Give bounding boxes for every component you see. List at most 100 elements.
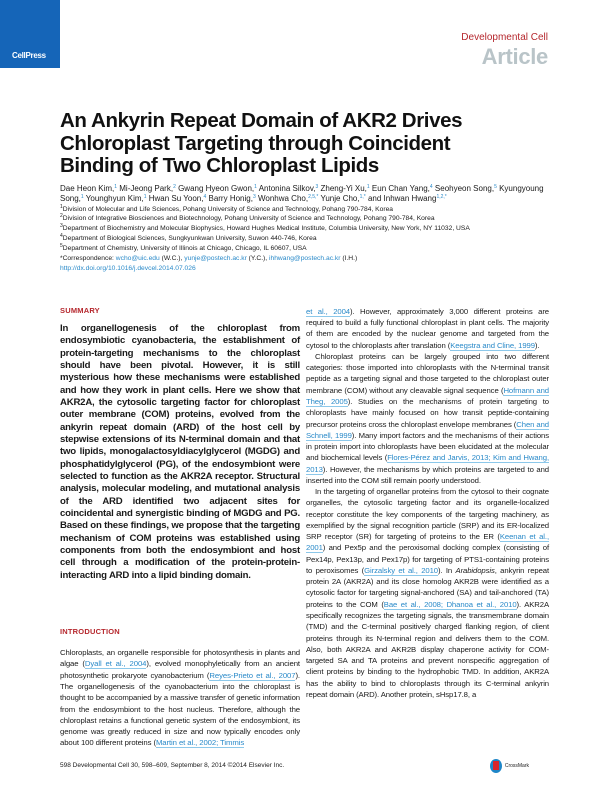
body-columns: SUMMARY In organellogenesis of the chlor…	[60, 306, 549, 749]
author-affiliation-mark[interactable]: 1	[80, 193, 84, 200]
left-column: SUMMARY In organellogenesis of the chlor…	[60, 306, 300, 749]
body-text: ) and Pex5p and the peroxisomal docking …	[306, 543, 549, 575]
body-text: Chloroplast proteins can be largely grou…	[306, 351, 549, 395]
author-affiliation-mark[interactable]: 3	[315, 183, 319, 190]
email-link[interactable]: wcho@uic.edu	[115, 255, 160, 263]
affiliation: 5Department of Chemistry, University of …	[60, 244, 549, 254]
body-text: In the targeting of organellar proteins …	[306, 487, 549, 542]
author-affiliation-mark[interactable]: 1	[366, 183, 370, 190]
introduction-column-left: Chloroplasts, an organelle responsible f…	[60, 647, 300, 749]
email-initials: (W.C.),	[159, 255, 185, 263]
affiliation-text: Department of Biochemistry and Molecular…	[62, 225, 470, 233]
paragraph: et al., 2004). However, approximately 3,…	[306, 306, 549, 351]
body-text: ), evolved monophyletically from an anci…	[60, 659, 300, 680]
author-name: Gwang Hyeon Gwon,	[178, 183, 255, 193]
journal-name: Developmental Cell	[461, 32, 548, 43]
author-list: Dae Heon Kim,1 Mi-Jeong Park,2 Gwang Hye…	[60, 184, 549, 204]
affiliation: 4Department of Biological Sciences, Sung…	[60, 234, 549, 244]
body-text: ). AKR2A specifically recognizes the tar…	[306, 599, 550, 699]
page-footer-citation: 598 Developmental Cell 30, 598–609, Sept…	[60, 762, 285, 770]
author-affiliation-mark[interactable]: 3	[252, 193, 256, 200]
author-name: Eun Chan Yang,	[371, 183, 430, 193]
paper-title: An Ankyrin Repeat Domain of AKR2 Drives …	[60, 109, 463, 177]
introduction-heading: INTRODUCTION	[60, 627, 120, 637]
author-affiliation-mark[interactable]: 4	[429, 183, 433, 190]
author-affiliation-mark[interactable]: 1	[143, 193, 147, 200]
author-affiliation-mark[interactable]: 1	[254, 183, 257, 190]
citation-link[interactable]: Girzalsky et al., 2010	[364, 565, 438, 576]
affiliation-number: 2	[60, 213, 63, 220]
paragraph: In the targeting of organellar proteins …	[306, 486, 549, 700]
paragraph: Chloroplast proteins can be largely grou…	[306, 351, 549, 486]
page-footer: 598 Developmental Cell 30, 598–609, Sept…	[60, 758, 549, 793]
affiliation-number: 5	[60, 243, 63, 250]
crossmark-badge[interactable]: CrossMark	[489, 758, 529, 773]
doi-link[interactable]: http://dx.doi.org/10.1016/j.devcel.2014.…	[60, 264, 196, 272]
affiliation: 3Department of Biochemistry and Molecula…	[60, 224, 549, 234]
body-text: , ankyrin repeat protein 2A (AKR2A) and …	[306, 565, 550, 609]
citation-link[interactable]: Chen and Schnell, 1999	[306, 419, 549, 441]
cellpress-logo: CellPress	[0, 0, 60, 68]
body-text: ). The organellogenesis of the cyanobact…	[60, 670, 300, 748]
body-text: ). Studies on the mechanisms of protein …	[306, 396, 549, 429]
affiliations: 1Division of Molecular and Life Sciences…	[60, 203, 549, 274]
citation-link[interactable]: Martin et al., 2002; Timmis	[155, 738, 245, 749]
author-affiliation-mark[interactable]: 4	[203, 193, 207, 200]
email-link[interactable]: ihhwang@postech.ac.kr	[269, 255, 341, 263]
body-text: Chloroplasts, an organelle responsible f…	[60, 648, 300, 669]
citation-link[interactable]: Flores-Pérez and Jarvis, 2013; Kim and H…	[306, 453, 549, 475]
paragraph: Chloroplasts, an organelle responsible f…	[60, 647, 300, 749]
affiliation-number: 4	[60, 233, 63, 240]
author-name: Dae Heon Kim,	[60, 183, 115, 193]
author-name: Hwan Su Yoon,	[148, 193, 204, 203]
email-initials: (Y.C.),	[246, 255, 269, 263]
author-affiliation-mark[interactable]: 2,5,*	[308, 193, 319, 200]
author-affiliation-mark[interactable]: 5	[494, 183, 497, 190]
body-text: ). However, approximately 3,000 differen…	[306, 306, 550, 350]
affiliation: 1Division of Molecular and Life Sciences…	[60, 203, 549, 215]
author-name: Barry Honig,	[208, 193, 253, 203]
article-type: Article	[481, 44, 549, 69]
affiliation-text: Department of Chemistry, University of I…	[62, 245, 307, 253]
citation-link[interactable]: Dyall et al., 2004	[84, 659, 147, 670]
author-affiliation-mark[interactable]: 1	[114, 183, 118, 190]
affiliation-number: 1	[60, 203, 63, 210]
correspondence-label: *Correspondence:	[60, 255, 116, 263]
author-name: Mi-Jeong Park,	[119, 183, 174, 193]
author-name: Yunje Cho,	[320, 193, 360, 203]
body-text: ). Many import factors and the mechanism…	[306, 430, 549, 463]
author-name: Kyungyoung Song,	[60, 183, 544, 203]
affiliation-number: 3	[60, 223, 63, 230]
affiliation-text: Division of Molecular and Life Sciences,…	[62, 205, 394, 213]
citation-link[interactable]: Keenan et al., 2001	[306, 532, 549, 554]
author-name: Antonina Silkov,	[258, 183, 316, 193]
summary-heading: SUMMARY	[60, 305, 100, 315]
author-affiliation-mark[interactable]: 2	[173, 183, 176, 190]
author-name: Younghyun Kim,	[85, 193, 144, 203]
citation-link[interactable]: Reyes-Prieto et al., 2007	[209, 670, 296, 681]
affiliation-text: Department of Biological Sciences, Sungk…	[62, 235, 317, 243]
citation-link[interactable]: et al., 2004	[306, 306, 350, 317]
italic-term: Arabidopsis	[455, 565, 495, 575]
author-affiliation-mark[interactable]: 1,2,*	[436, 193, 447, 200]
body-text: ).	[534, 340, 540, 350]
author-name: Zheng-Yi Xu,	[320, 183, 367, 193]
citation-link[interactable]: Keegstra and Cline, 1999	[450, 340, 535, 351]
author-affiliation-mark[interactable]: 1,*	[359, 193, 366, 200]
email-initials: (I.H.)	[340, 255, 358, 263]
correspondence: *Correspondence: wcho@uic.edu (W.C.), yu…	[60, 254, 549, 264]
summary-text: In organellogenesis of the chloroplast f…	[60, 322, 300, 581]
body-text: ). However, the mechanisms by which prot…	[306, 464, 549, 485]
citation-link[interactable]: Bae et al., 2008; Dhanoa et al., 2010	[383, 599, 517, 610]
affiliation: 2Division of Integrative Biosciences and…	[60, 214, 549, 224]
crossmark-icon	[489, 758, 502, 773]
author-name: Seohyeon Song,	[434, 183, 495, 193]
affiliation-text: Division of Integrative Biosciences and …	[62, 215, 435, 223]
author-name: Wonhwa Cho,	[257, 193, 309, 203]
email-link[interactable]: yunje@postech.ac.kr	[184, 255, 247, 263]
body-text: ). In	[438, 565, 456, 575]
author-name: and Inhwan Hwang	[367, 193, 437, 203]
citation-link[interactable]: Hofmann and Theg, 2005	[306, 385, 549, 407]
introduction-column-right: et al., 2004). However, approximately 3,…	[306, 306, 549, 749]
